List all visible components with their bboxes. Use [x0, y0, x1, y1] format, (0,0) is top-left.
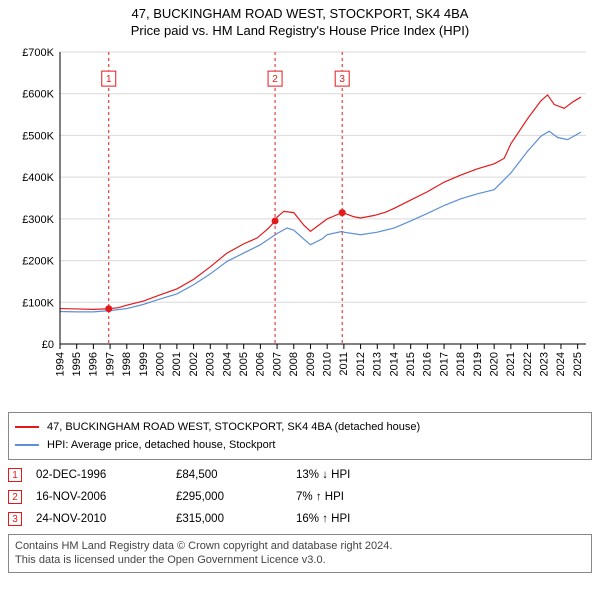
legend-item: 47, BUCKINGHAM ROAD WEST, STOCKPORT, SK4…: [15, 419, 585, 435]
event-row: 1 02-DEC-1996£84,50013% ↓ HPI: [8, 466, 592, 484]
event-delta: 7% ↑ HPI: [296, 491, 406, 503]
svg-text:2009: 2009: [305, 352, 317, 376]
svg-text:2004: 2004: [221, 352, 233, 376]
chart-title-subtitle: Price paid vs. HM Land Registry's House …: [8, 23, 592, 38]
event-price: £315,000: [176, 513, 296, 525]
svg-text:1: 1: [106, 74, 112, 85]
event-marker: 2: [8, 490, 22, 504]
svg-text:1995: 1995: [71, 352, 83, 376]
events-table: 1 02-DEC-1996£84,50013% ↓ HPI 2 16-NOV-2006…: [8, 466, 592, 528]
svg-text:2022: 2022: [522, 352, 534, 376]
svg-text:£400K: £400K: [22, 172, 54, 184]
event-delta: 13% ↓ HPI: [296, 469, 406, 481]
chart-svg: £0 £100K £200K £300K £400K £500K £600K £700K 199…: [8, 44, 592, 404]
svg-text:£100K: £100K: [22, 297, 54, 309]
svg-text:£700K: £700K: [22, 47, 54, 59]
copyright-line2: This data is licensed under the Open Gov…: [15, 553, 585, 567]
svg-text:2003: 2003: [205, 352, 217, 376]
svg-text:2023: 2023: [539, 352, 551, 376]
legend-swatch: [15, 444, 39, 446]
svg-text:2002: 2002: [188, 352, 200, 376]
legend-label: HPI: Average price, detached house, Stoc…: [47, 439, 276, 451]
svg-text:1994: 1994: [54, 352, 66, 376]
svg-text:1998: 1998: [121, 352, 133, 376]
svg-text:2000: 2000: [154, 352, 166, 376]
legend: 47, BUCKINGHAM ROAD WEST, STOCKPORT, SK4…: [8, 412, 592, 460]
svg-text:2020: 2020: [488, 352, 500, 376]
svg-text:2025: 2025: [572, 352, 584, 376]
svg-text:1997: 1997: [104, 352, 116, 376]
svg-text:£500K: £500K: [22, 130, 54, 142]
event-marker: 1: [8, 468, 22, 482]
svg-text:2007: 2007: [271, 352, 283, 376]
svg-text:2017: 2017: [438, 352, 450, 376]
svg-text:3: 3: [339, 74, 345, 85]
chart-title-block: 47, BUCKINGHAM ROAD WEST, STOCKPORT, SK4…: [8, 6, 592, 38]
copyright-line1: Contains HM Land Registry data © Crown c…: [15, 539, 585, 553]
svg-text:£300K: £300K: [22, 214, 54, 226]
svg-text:2010: 2010: [321, 352, 333, 376]
event-row: 3 24-NOV-2010£315,00016% ↑ HPI: [8, 510, 592, 528]
svg-text:2014: 2014: [388, 352, 400, 376]
svg-text:1996: 1996: [88, 352, 100, 376]
svg-text:2019: 2019: [472, 352, 484, 376]
svg-text:2001: 2001: [171, 352, 183, 376]
svg-text:2024: 2024: [555, 352, 567, 376]
event-marker: 3: [8, 512, 22, 526]
svg-text:2015: 2015: [405, 352, 417, 376]
svg-text:2: 2: [272, 74, 278, 85]
event-row: 2 16-NOV-2006£295,0007% ↑ HPI: [8, 488, 592, 506]
svg-text:2005: 2005: [238, 352, 250, 376]
svg-text:2011: 2011: [338, 352, 350, 376]
copyright-notice: Contains HM Land Registry data © Crown c…: [8, 534, 592, 573]
event-date: 16-NOV-2006: [36, 491, 176, 503]
chart-title-address: 47, BUCKINGHAM ROAD WEST, STOCKPORT, SK4…: [8, 6, 592, 21]
svg-text:2013: 2013: [372, 352, 384, 376]
svg-text:1999: 1999: [138, 352, 150, 376]
legend-item: HPI: Average price, detached house, Stoc…: [15, 437, 585, 453]
event-date: 02-DEC-1996: [36, 469, 176, 481]
legend-label: 47, BUCKINGHAM ROAD WEST, STOCKPORT, SK4…: [47, 421, 420, 433]
svg-text:2021: 2021: [505, 352, 517, 376]
event-price: £295,000: [176, 491, 296, 503]
svg-text:2006: 2006: [255, 352, 267, 376]
svg-text:2012: 2012: [355, 352, 367, 376]
svg-text:£600K: £600K: [22, 89, 54, 101]
event-date: 24-NOV-2010: [36, 513, 176, 525]
svg-text:2008: 2008: [288, 352, 300, 376]
svg-text:£200K: £200K: [22, 256, 54, 268]
event-price: £84,500: [176, 469, 296, 481]
svg-text:2018: 2018: [455, 352, 467, 376]
event-delta: 16% ↑ HPI: [296, 513, 406, 525]
legend-swatch: [15, 426, 39, 428]
price-chart: £0 £100K £200K £300K £400K £500K £600K £700K 199…: [8, 44, 592, 404]
svg-text:2016: 2016: [422, 352, 434, 376]
svg-text:£0: £0: [42, 339, 54, 351]
